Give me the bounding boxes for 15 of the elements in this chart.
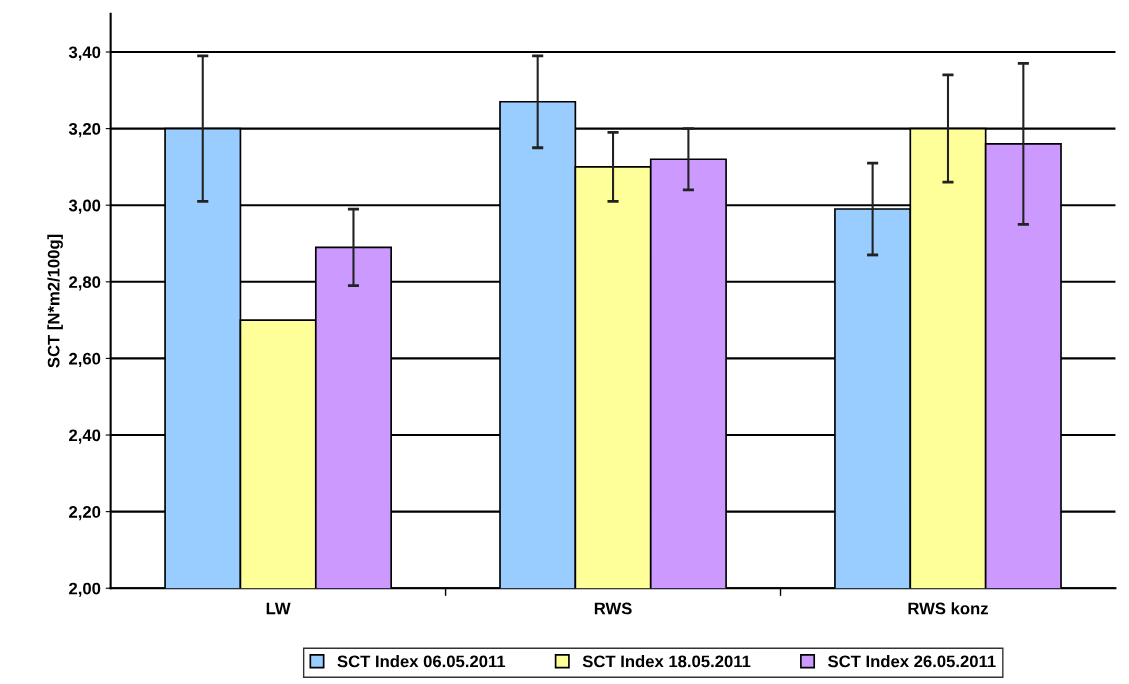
y-axis-title: SCT [N*m2/100g]	[47, 234, 63, 368]
y-tick-label: 2,60	[69, 352, 101, 368]
y-tick-label: 3,00	[68, 199, 101, 214]
legend-label: SCT Index 18.05.2011	[582, 655, 751, 668]
legend-label: SCT Index 06.05.2011	[337, 655, 506, 668]
x-tick-label: RWS	[594, 602, 632, 615]
legend-label: SCT Index 26.05.2011	[828, 655, 996, 668]
x-tick-label: RWS konz	[908, 602, 988, 615]
y-tick-label: 3,40	[68, 46, 101, 61]
y-tick-label: 2,40	[69, 429, 101, 444]
y-tick-label: 2,20	[69, 506, 101, 521]
y-tick-label: 2,80	[69, 276, 101, 291]
y-tick-label: 2,00	[69, 582, 101, 597]
x-tick-label: LW	[266, 602, 291, 615]
y-tick-label: 3,20	[68, 122, 101, 138]
